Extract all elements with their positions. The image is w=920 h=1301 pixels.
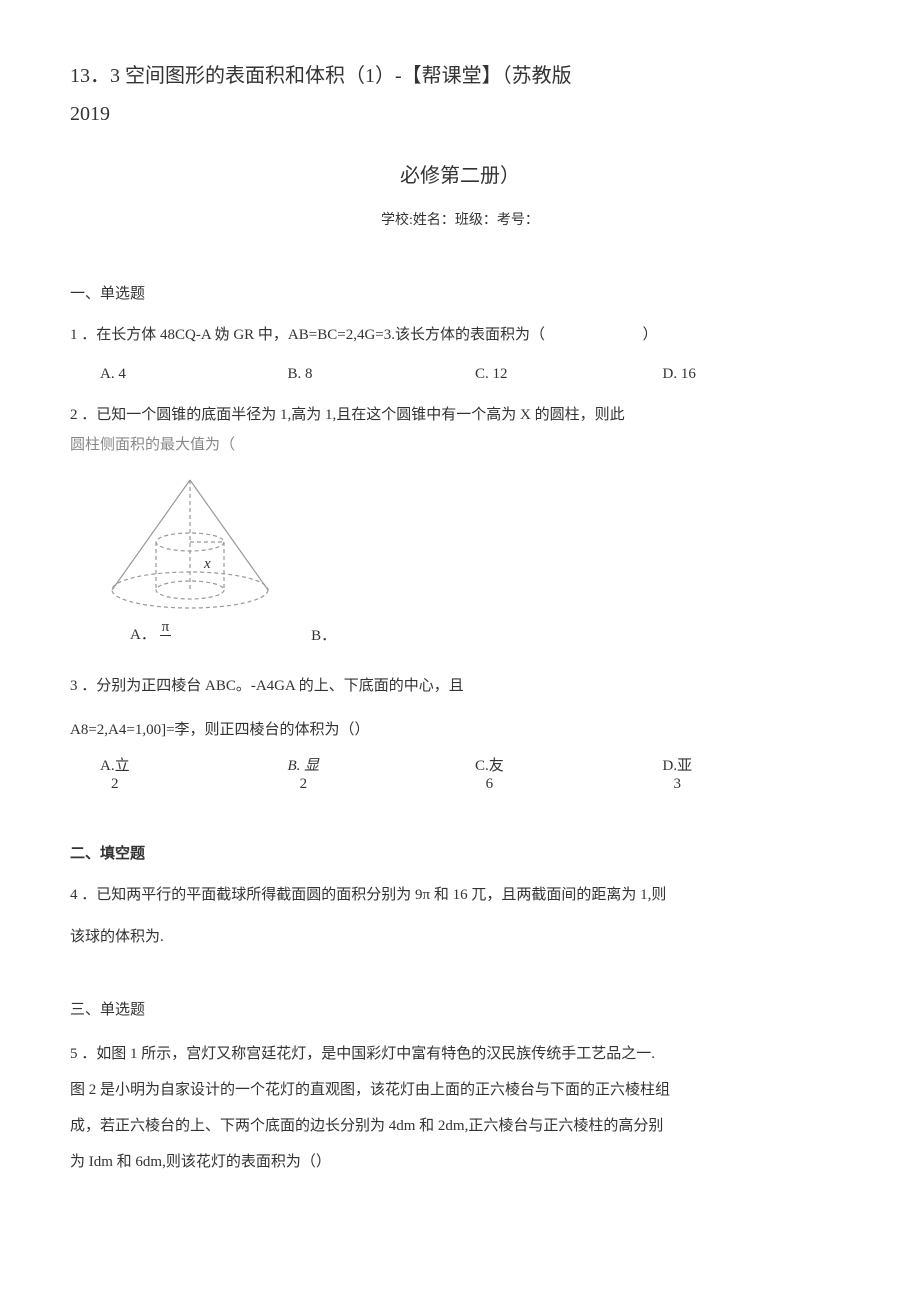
question-1: 1 ．在长方体 48CQ-A 妫 GR 中，AB=BC=2,4G=3.该长方体的… (70, 320, 850, 350)
option-3c-top: C.友 (475, 757, 504, 775)
question-5-line2: 图 2 是小明为自家设计的一个花灯的直观图，该花灯由上面的正六棱台与下面的正六棱… (70, 1072, 850, 1108)
section-1-heading: 一、单选题 (70, 282, 850, 306)
option-1d: D. 16 (663, 362, 851, 386)
question-3-line2: A8=2,A4=1,00]=李，则正四棱台的体积为（） (70, 715, 850, 745)
meta-line: 学校:姓名：班级：考号： (70, 210, 850, 232)
option-3d-bot: 3 (663, 775, 693, 793)
option-3a-bot: 2 (100, 775, 130, 793)
question-2: 2 ．已知一个圆锥的底面半径为 1,高为 1,且在这个圆锥中有一个高为 X 的圆… (70, 400, 850, 460)
option-3d: D.亚 3 (663, 757, 851, 796)
question-1-options: A. 4 B. 8 C. 12 D. 16 (100, 362, 850, 386)
option-2a-label: A． (130, 627, 156, 643)
cone-svg: x (100, 472, 280, 612)
option-3b-top: B. 显 (288, 757, 320, 775)
option-3a-top: A.立 (100, 757, 130, 775)
question-1-paren: ） (643, 327, 658, 343)
figure-label-x: x (203, 556, 211, 572)
option-3b: B. 显 2 (288, 757, 476, 796)
option-3a: A.立 2 (100, 757, 288, 796)
subtitle: 必修第二册） (70, 160, 850, 192)
title-line-2: 2019 (70, 98, 850, 130)
section-3-heading: 三、单选题 (70, 998, 850, 1022)
option-2a-frac: π (160, 620, 172, 651)
question-3-options: A.立 2 B. 显 2 C.友 6 D.亚 3 (100, 757, 850, 796)
option-2b: B． (311, 624, 336, 648)
question-5: 5 ．如图 1 所示，宫灯又称宫廷花灯，是中国彩灯中富有特色的汉民族传统手工艺品… (70, 1036, 850, 1180)
question-5-line1: 5 ．如图 1 所示，宫灯又称宫廷花灯，是中国彩灯中富有特色的汉民族传统手工艺品… (70, 1036, 850, 1072)
question-2-line1: 2 ．已知一个圆锥的底面半径为 1,高为 1,且在这个圆锥中有一个高为 X 的圆… (70, 400, 850, 430)
question-4-line1: 4 ．已知两平行的平面截球所得截面圆的面积分别为 9π 和 16 兀，且两截面间… (70, 880, 850, 910)
option-3c-bot: 6 (475, 775, 504, 793)
section-2-heading: 二、填空题 (70, 842, 850, 866)
question-2-line2: 圆柱侧面积的最大值为（ (70, 430, 850, 460)
option-1c: C. 12 (475, 362, 663, 386)
option-3d-top: D.亚 (663, 757, 693, 775)
option-2a-den (160, 636, 172, 651)
option-1a: A. 4 (100, 362, 288, 386)
question-5-line4: 为 Idm 和 6dm,则该花灯的表面积为（） (70, 1144, 850, 1180)
question-5-line3: 成，若正六棱台的上、下两个底面的边长分别为 4dm 和 2dm,正六棱台与正六棱… (70, 1108, 850, 1144)
title-line-1: 13．3 空间图形的表面积和体积（1）-【帮课堂】（苏教版 (70, 60, 850, 92)
question-4: 4 ．已知两平行的平面截球所得截面圆的面积分别为 9π 和 16 兀，且两截面间… (70, 880, 850, 952)
question-3-line1: 3 ．分别为正四棱台 ABC。-A4GA 的上、下底面的中心，且 (70, 671, 850, 701)
option-3c: C.友 6 (475, 757, 663, 796)
cone-figure: x (100, 472, 850, 612)
option-2a: A． π (130, 620, 171, 651)
question-3: 3 ．分别为正四棱台 ABC。-A4GA 的上、下底面的中心，且 A8=2,A4… (70, 671, 850, 745)
question-4-line2: 该球的体积为. (70, 922, 850, 952)
question-2-options: A． π B． (130, 620, 850, 651)
option-2a-num: π (160, 620, 172, 636)
option-3b-bot: 2 (288, 775, 320, 793)
option-1b: B. 8 (288, 362, 476, 386)
question-1-text: 1 ．在长方体 48CQ-A 妫 GR 中，AB=BC=2,4G=3.该长方体的… (70, 327, 545, 343)
